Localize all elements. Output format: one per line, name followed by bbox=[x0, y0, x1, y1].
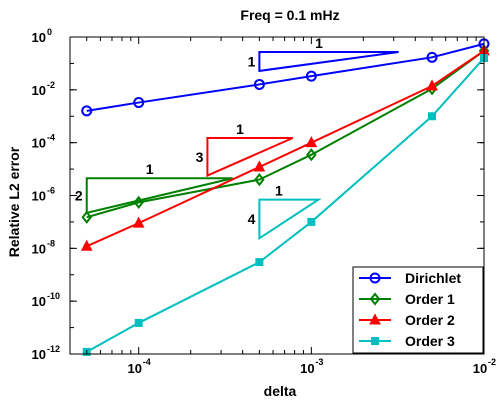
x-tick-base: 10 bbox=[300, 361, 314, 376]
slope-run-label: 1 bbox=[275, 183, 283, 199]
slope-rise-label: 2 bbox=[75, 188, 83, 204]
legend-item: Order 2 bbox=[359, 312, 455, 328]
data-point bbox=[426, 51, 438, 63]
slope-triangles: 1 1 1 3 1 2 1 4 bbox=[75, 35, 399, 241]
legend-marker bbox=[371, 337, 379, 345]
y-tick-label: 10 -8 bbox=[32, 238, 55, 256]
y-tick-exponent: 0 bbox=[47, 27, 52, 37]
x-tick-base: 10 bbox=[127, 361, 141, 376]
data-point bbox=[428, 112, 437, 121]
legend-item: Order 3 bbox=[359, 333, 455, 349]
slope-run-label: 1 bbox=[315, 35, 323, 51]
legend-marker bbox=[369, 272, 381, 284]
y-axis-label: Relative L2 error bbox=[6, 146, 22, 257]
y-tick-exponent: -10 bbox=[47, 291, 60, 301]
y-tick-base: 10 bbox=[32, 189, 46, 204]
data-point bbox=[133, 195, 144, 209]
y-tick-label: 10 -2 bbox=[32, 80, 55, 98]
x-tick-exponent: -3 bbox=[315, 357, 323, 367]
data-point bbox=[307, 217, 316, 226]
series-line-order-2 bbox=[86, 49, 485, 248]
y-tick-base: 10 bbox=[32, 136, 46, 151]
y-tick-exponent: -6 bbox=[47, 186, 55, 196]
data-point bbox=[253, 78, 265, 90]
legend-label: Order 3 bbox=[405, 333, 455, 349]
data-point bbox=[80, 239, 93, 251]
y-tick-base: 10 bbox=[32, 83, 46, 98]
x-tick-label: 10 -2 bbox=[473, 357, 496, 376]
data-point bbox=[134, 318, 143, 327]
slope-triangle-4 bbox=[258, 198, 322, 241]
slope-triangle-3 bbox=[85, 177, 233, 215]
data-point bbox=[132, 216, 145, 228]
y-tick-exponent: -8 bbox=[47, 238, 55, 248]
legend-label: Order 2 bbox=[405, 312, 455, 328]
slope-rise-label: 4 bbox=[248, 211, 256, 227]
slope-rise-label: 3 bbox=[196, 149, 204, 165]
data-point bbox=[81, 210, 93, 224]
legend: Dirichlet Order 1 Order 2 Order 3 bbox=[352, 266, 484, 354]
slope-triangle-2 bbox=[206, 137, 294, 178]
y-tick-label: 10 -10 bbox=[32, 291, 60, 309]
data-point bbox=[305, 70, 317, 82]
y-tick-base: 10 bbox=[32, 30, 46, 45]
legend-item: Dirichlet bbox=[359, 270, 461, 286]
legend-label: Dirichlet bbox=[405, 270, 461, 286]
x-tick-label: 10 -4 bbox=[127, 357, 150, 376]
x-tick-base: 10 bbox=[473, 361, 487, 376]
data-point bbox=[306, 148, 317, 162]
chart-title: Freq = 0.1 mHz bbox=[240, 7, 339, 23]
series-line-order-3 bbox=[86, 57, 485, 353]
y-tick-base: 10 bbox=[32, 294, 46, 309]
legend-marker bbox=[369, 292, 381, 306]
y-tick-label: 10 -4 bbox=[32, 133, 55, 151]
slope-run-label: 1 bbox=[236, 121, 244, 137]
y-tick-exponent: -2 bbox=[47, 80, 55, 90]
x-tick-exponent: -4 bbox=[143, 357, 151, 367]
data-point bbox=[253, 160, 266, 172]
data-point bbox=[81, 105, 93, 117]
x-tick-label: 10 -3 bbox=[300, 357, 323, 376]
data-point bbox=[255, 258, 264, 267]
y-tick-exponent: -4 bbox=[47, 133, 55, 143]
data-point bbox=[133, 97, 145, 109]
legend-label: Order 1 bbox=[405, 291, 455, 307]
series-line-order-1 bbox=[86, 50, 485, 219]
series-lines bbox=[80, 38, 490, 356]
x-axis-label: delta bbox=[264, 383, 297, 399]
slope-triangle-1 bbox=[258, 51, 399, 73]
slope-rise-label: 1 bbox=[248, 53, 256, 69]
y-tick-base: 10 bbox=[32, 241, 46, 256]
data-point bbox=[254, 172, 265, 187]
y-tick-base: 10 bbox=[32, 347, 46, 362]
y-tick-label: 10 -6 bbox=[32, 186, 55, 204]
legend-item: Order 1 bbox=[359, 291, 455, 307]
legend-marker bbox=[369, 313, 381, 325]
data-point bbox=[305, 136, 318, 148]
y-tick-exponent: -12 bbox=[47, 344, 60, 354]
slope-run-label: 1 bbox=[146, 161, 154, 177]
data-point bbox=[426, 79, 438, 91]
y-tick-label: 10 -12 bbox=[32, 344, 60, 362]
y-tick-label: 10 0 bbox=[32, 27, 52, 45]
x-tick-exponent: -2 bbox=[488, 357, 496, 367]
series-line-dirichlet bbox=[86, 42, 485, 112]
